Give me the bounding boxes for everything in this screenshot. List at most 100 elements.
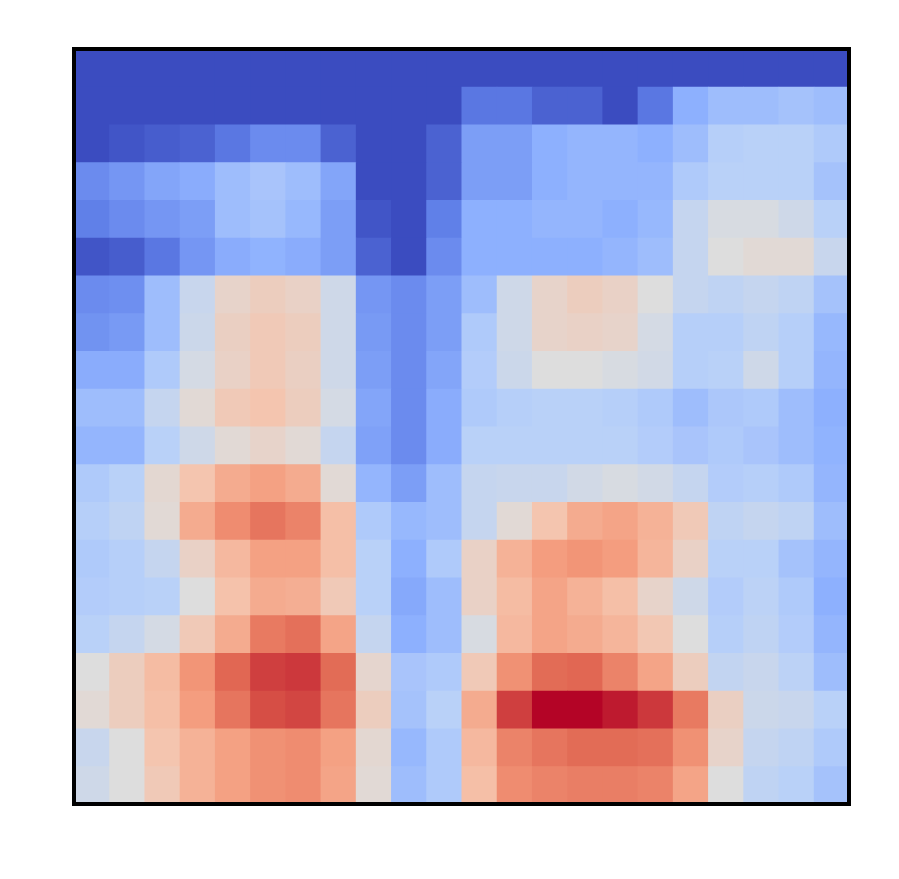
heatmap-cell-r6-c1 (109, 275, 146, 314)
heatmap-cell-r17-c9 (391, 690, 427, 730)
heatmap-cell-r17-c1 (109, 690, 146, 730)
heatmap-cell-r15-c16 (637, 615, 674, 654)
heatmap-cell-r17-c6 (285, 690, 322, 730)
heatmap-cell-r4-c10 (426, 200, 463, 239)
heatmap-cell-r16-c15 (602, 653, 639, 692)
heatmap-cell-r14-c4 (214, 577, 251, 616)
heatmap-cell-r8-c19 (743, 351, 780, 390)
heatmap-cell-r13-c15 (602, 539, 639, 579)
heatmap-cell-r15-c18 (708, 615, 744, 654)
heatmap-cell-r14-c3 (179, 577, 216, 616)
heatmap-cell-r8-c7 (320, 351, 357, 390)
heatmap-cell-r19-c5 (250, 766, 286, 805)
heatmap-cell-r6-c19 (743, 275, 780, 314)
heatmap-cell-r6-c4 (214, 275, 251, 314)
heatmap-cell-r16-c21 (813, 653, 850, 692)
heatmap-cell-r5-c17 (672, 237, 709, 277)
heatmap-cell-r16-c3 (179, 653, 216, 692)
heatmap-cell-r3-c14 (567, 162, 604, 201)
heatmap-cell-r3-c19 (743, 162, 780, 201)
heatmap-cell-r5-c9 (391, 237, 427, 277)
heatmap-cell-r19-c14 (567, 766, 604, 805)
heatmap-cell-r0-c9 (391, 49, 427, 88)
heatmap-cell-r11-c5 (250, 464, 286, 503)
heatmap-cell-r3-c6 (285, 162, 322, 201)
heatmap-cell-r15-c3 (179, 615, 216, 654)
heatmap-cell-r11-c17 (672, 464, 709, 503)
heatmap-cell-r13-c4 (214, 539, 251, 579)
heatmap-cell-r6-c11 (461, 275, 498, 314)
heatmap-cell-r10-c18 (708, 426, 744, 465)
heatmap-cell-r14-c20 (778, 577, 815, 616)
heatmap-cell-r5-c18 (708, 237, 744, 277)
heatmap-cell-r9-c7 (320, 388, 357, 428)
heatmap-cell-r3-c13 (531, 162, 568, 201)
heatmap-cell-r2-c18 (708, 124, 744, 163)
heatmap-cell-r10-c6 (285, 426, 322, 465)
heatmap-cell-r17-c13 (531, 690, 568, 730)
heatmap-cell-r1-c20 (778, 86, 815, 126)
heatmap-cell-r1-c17 (672, 86, 709, 126)
heatmap-cell-r6-c13 (531, 275, 568, 314)
heatmap-cell-r0-c17 (672, 49, 709, 88)
heatmap-cell-r4-c20 (778, 200, 815, 239)
heatmap-cell-r0-c21 (813, 49, 850, 88)
heatmap-cell-r5-c7 (320, 237, 357, 277)
heatmap-cell-r16-c17 (672, 653, 709, 692)
heatmap-cell-r18-c12 (496, 728, 533, 767)
heatmap-cell-r15-c11 (461, 615, 498, 654)
heatmap-cell-r3-c9 (391, 162, 427, 201)
heatmap-cell-r9-c10 (426, 388, 463, 428)
heatmap-cell-r8-c4 (214, 351, 251, 390)
heatmap-cell-r17-c7 (320, 690, 357, 730)
heatmap-cell-r18-c19 (743, 728, 780, 767)
heatmap-cell-r7-c19 (743, 313, 780, 352)
heatmap-cell-r13-c11 (461, 539, 498, 579)
heatmap-cell-r16-c7 (320, 653, 357, 692)
heatmap-cell-r3-c10 (426, 162, 463, 201)
heatmap-cell-r0-c1 (109, 49, 146, 88)
heatmap-cell-r15-c5 (250, 615, 286, 654)
heatmap-cell-r17-c15 (602, 690, 639, 730)
heatmap-cell-r7-c18 (708, 313, 744, 352)
heatmap-cell-r17-c3 (179, 690, 216, 730)
heatmap-cell-r5-c10 (426, 237, 463, 277)
heatmap-cell-r15-c1 (109, 615, 146, 654)
heatmap-cell-r7-c2 (144, 313, 181, 352)
heatmap-cell-r15-c17 (672, 615, 709, 654)
heatmap-cell-r13-c12 (496, 539, 533, 579)
heatmap-cell-r12-c19 (743, 502, 780, 541)
heatmap-cell-r12-c10 (426, 502, 463, 541)
heatmap-cell-r15-c9 (391, 615, 427, 654)
heatmap-cell-r1-c19 (743, 86, 780, 126)
heatmap-cell-r3-c4 (214, 162, 251, 201)
heatmap-cell-r13-c9 (391, 539, 427, 579)
heatmap-cell-r2-c17 (672, 124, 709, 163)
heatmap-cell-r12-c5 (250, 502, 286, 541)
heatmap-cell-r9-c1 (109, 388, 146, 428)
heatmap-cell-r3-c1 (109, 162, 146, 201)
heatmap-cell-r8-c10 (426, 351, 463, 390)
heatmap-cell-r4-c17 (672, 200, 709, 239)
heatmap-cell-r16-c12 (496, 653, 533, 692)
heatmap-cell-r4-c21 (813, 200, 850, 239)
heatmap-cell-r16-c18 (708, 653, 744, 692)
heatmap-cell-r1-c2 (144, 86, 181, 126)
heatmap-cell-r0-c14 (567, 49, 604, 88)
heatmap-cell-r19-c13 (531, 766, 568, 805)
heatmap-cell-r12-c13 (531, 502, 568, 541)
heatmap-cell-r12-c20 (778, 502, 815, 541)
heatmap-cell-r5-c13 (531, 237, 568, 277)
heatmap-cell-r14-c10 (426, 577, 463, 616)
heatmap-cell-r9-c8 (355, 388, 392, 428)
heatmap-cell-r14-c9 (391, 577, 427, 616)
heatmap-cell-r5-c2 (144, 237, 181, 277)
heatmap-cell-r5-c11 (461, 237, 498, 277)
heatmap-cell-r4-c8 (355, 200, 392, 239)
heatmap-cell-r2-c12 (496, 124, 533, 163)
heatmap-cell-r8-c5 (250, 351, 286, 390)
heatmap-cell-r9-c11 (461, 388, 498, 428)
heatmap-cell-r5-c4 (214, 237, 251, 277)
heatmap-cell-r11-c21 (813, 464, 850, 503)
heatmap-cell-r11-c11 (461, 464, 498, 503)
